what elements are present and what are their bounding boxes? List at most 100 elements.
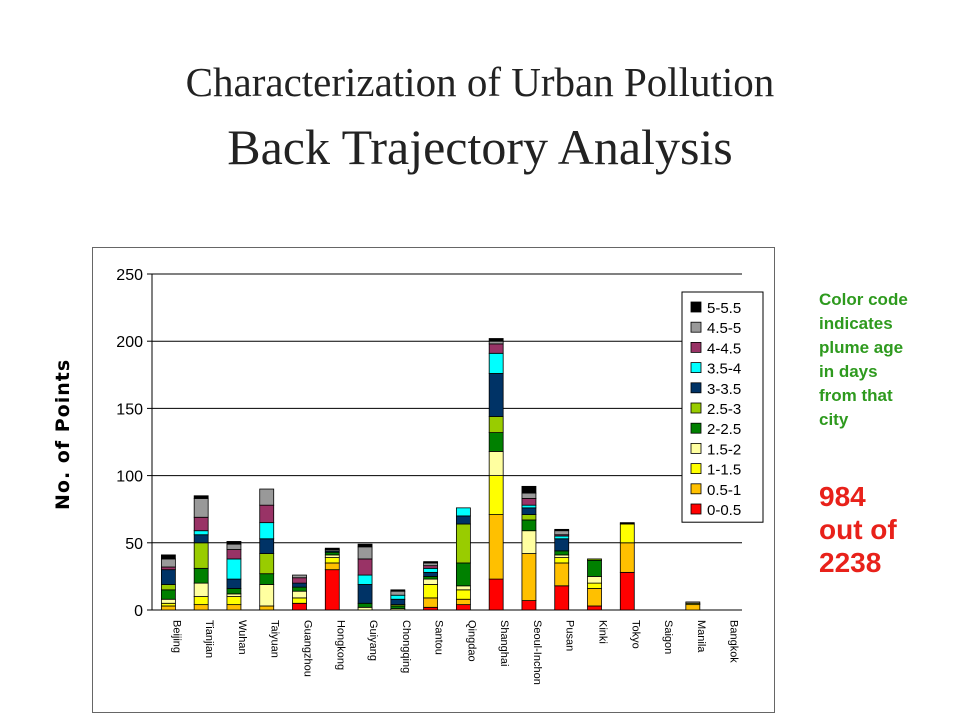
x-tick-label: Wuhan bbox=[236, 620, 248, 655]
bar-segment bbox=[324, 569, 340, 611]
bar-segment bbox=[357, 602, 373, 608]
note-line: from that bbox=[819, 386, 893, 405]
x-tick-label: Saigon bbox=[662, 620, 674, 654]
bar-segment bbox=[488, 475, 504, 515]
bar-segment bbox=[390, 594, 406, 600]
legend-label: 2-2.5 bbox=[707, 421, 741, 438]
bar-segment bbox=[587, 582, 602, 589]
legend-swatch bbox=[690, 321, 702, 333]
y-tick-label: 250 bbox=[116, 267, 143, 284]
bar-segment bbox=[423, 571, 439, 577]
bar-segment bbox=[488, 451, 504, 477]
x-tick-label: Chongqing bbox=[400, 620, 412, 673]
bar-segment bbox=[554, 528, 570, 532]
bar-segment bbox=[521, 553, 537, 601]
bar-segment bbox=[193, 604, 209, 611]
bar-segment bbox=[455, 562, 471, 587]
x-tick-label: Kinki bbox=[597, 620, 609, 644]
bar-segment bbox=[357, 606, 373, 611]
bar-segment bbox=[423, 561, 439, 564]
bar-segment bbox=[521, 507, 537, 515]
x-tick-label: Pusan bbox=[564, 620, 576, 651]
bar-segment bbox=[357, 584, 373, 604]
bar-segment bbox=[455, 585, 471, 591]
note-line: city bbox=[819, 410, 849, 429]
bar-segment bbox=[193, 542, 209, 569]
x-tick-label: Guiyang bbox=[367, 620, 379, 661]
bar-segment bbox=[423, 584, 439, 599]
bar-segment bbox=[193, 495, 209, 499]
bar-segment bbox=[390, 589, 406, 592]
bar-segment bbox=[587, 575, 602, 584]
bar-segment bbox=[160, 569, 176, 585]
chart-frame: 0 50 100 150 200 250 Beijing Tianjian Wuhan Taiyu… bbox=[92, 247, 775, 713]
bar-segment bbox=[423, 565, 439, 569]
bar-segment bbox=[619, 522, 635, 525]
bar-segment bbox=[488, 514, 504, 580]
bar-segment bbox=[160, 605, 176, 611]
x-tick-label: Guangzhou bbox=[302, 620, 314, 677]
bar-segment bbox=[193, 567, 209, 584]
note-line: plume age bbox=[819, 338, 904, 357]
bar-segment bbox=[259, 584, 275, 607]
bar-segment bbox=[423, 562, 439, 567]
legend-label: 1-1.5 bbox=[707, 462, 741, 479]
bar-segment bbox=[521, 514, 537, 521]
legend-swatch bbox=[690, 503, 702, 515]
legend-label: 1.5-2 bbox=[707, 441, 741, 458]
bar-segment bbox=[292, 586, 307, 592]
bar-segment bbox=[685, 604, 701, 611]
bar-segment bbox=[455, 515, 471, 525]
bar-segment bbox=[259, 538, 275, 554]
y-axis-label: No. of Points bbox=[52, 358, 74, 510]
bar-segment bbox=[521, 530, 537, 554]
bar-segment bbox=[488, 416, 504, 433]
bar-segment bbox=[455, 598, 471, 606]
slide-title: Characterization of Urban Pollution bbox=[185, 59, 775, 105]
x-tick-label: Tokyo bbox=[629, 620, 641, 649]
x-tick-label: Bangkok bbox=[728, 620, 740, 663]
bar-segment bbox=[554, 585, 570, 611]
bar-segment bbox=[587, 558, 602, 561]
bar-segment bbox=[455, 604, 471, 611]
bar-segment bbox=[455, 507, 471, 517]
bar-segment bbox=[521, 600, 537, 611]
note-line: in days bbox=[819, 362, 878, 381]
bar-segment bbox=[259, 504, 275, 524]
legend-label: 5-5.5 bbox=[707, 300, 741, 317]
bar-segment bbox=[521, 485, 537, 494]
x-tick-label: Manila bbox=[695, 620, 707, 653]
legend-label: 4.5-5 bbox=[707, 320, 741, 337]
color-code-note: Color code indicates plume age in days f… bbox=[819, 288, 949, 432]
legend-label: 4-4.5 bbox=[707, 340, 741, 357]
bar-segment bbox=[160, 602, 176, 607]
bar-segment bbox=[488, 432, 504, 452]
y-tick-label: 0 bbox=[134, 603, 143, 620]
legend-swatch bbox=[690, 463, 702, 475]
x-tick-label: Hongkong bbox=[334, 620, 346, 670]
bar-segment bbox=[160, 558, 176, 568]
legend-swatch bbox=[690, 301, 702, 313]
bar-segment bbox=[226, 558, 242, 580]
bar-segment bbox=[390, 598, 406, 606]
bar-segment bbox=[423, 575, 439, 580]
bar-segment bbox=[292, 574, 307, 579]
bar-segment bbox=[554, 554, 570, 558]
bar-segment bbox=[193, 498, 209, 518]
bar-segment bbox=[357, 558, 373, 576]
bar-segment bbox=[390, 605, 406, 610]
bar-segment bbox=[488, 352, 504, 374]
bar-segment bbox=[259, 605, 275, 611]
bar-segment bbox=[226, 549, 242, 560]
legend-swatch bbox=[690, 422, 702, 434]
bar-segment bbox=[423, 606, 439, 611]
legend-label: 3.5-4 bbox=[707, 361, 741, 378]
note-line: Color code bbox=[819, 290, 908, 309]
bar-segment bbox=[226, 541, 242, 545]
bar-segment bbox=[292, 597, 307, 604]
bar-segment bbox=[292, 577, 307, 584]
bar-segment bbox=[226, 604, 242, 611]
y-tick-label: 100 bbox=[116, 469, 143, 486]
bar-segment bbox=[193, 516, 209, 532]
legend-label: 3-3.5 bbox=[707, 381, 741, 398]
